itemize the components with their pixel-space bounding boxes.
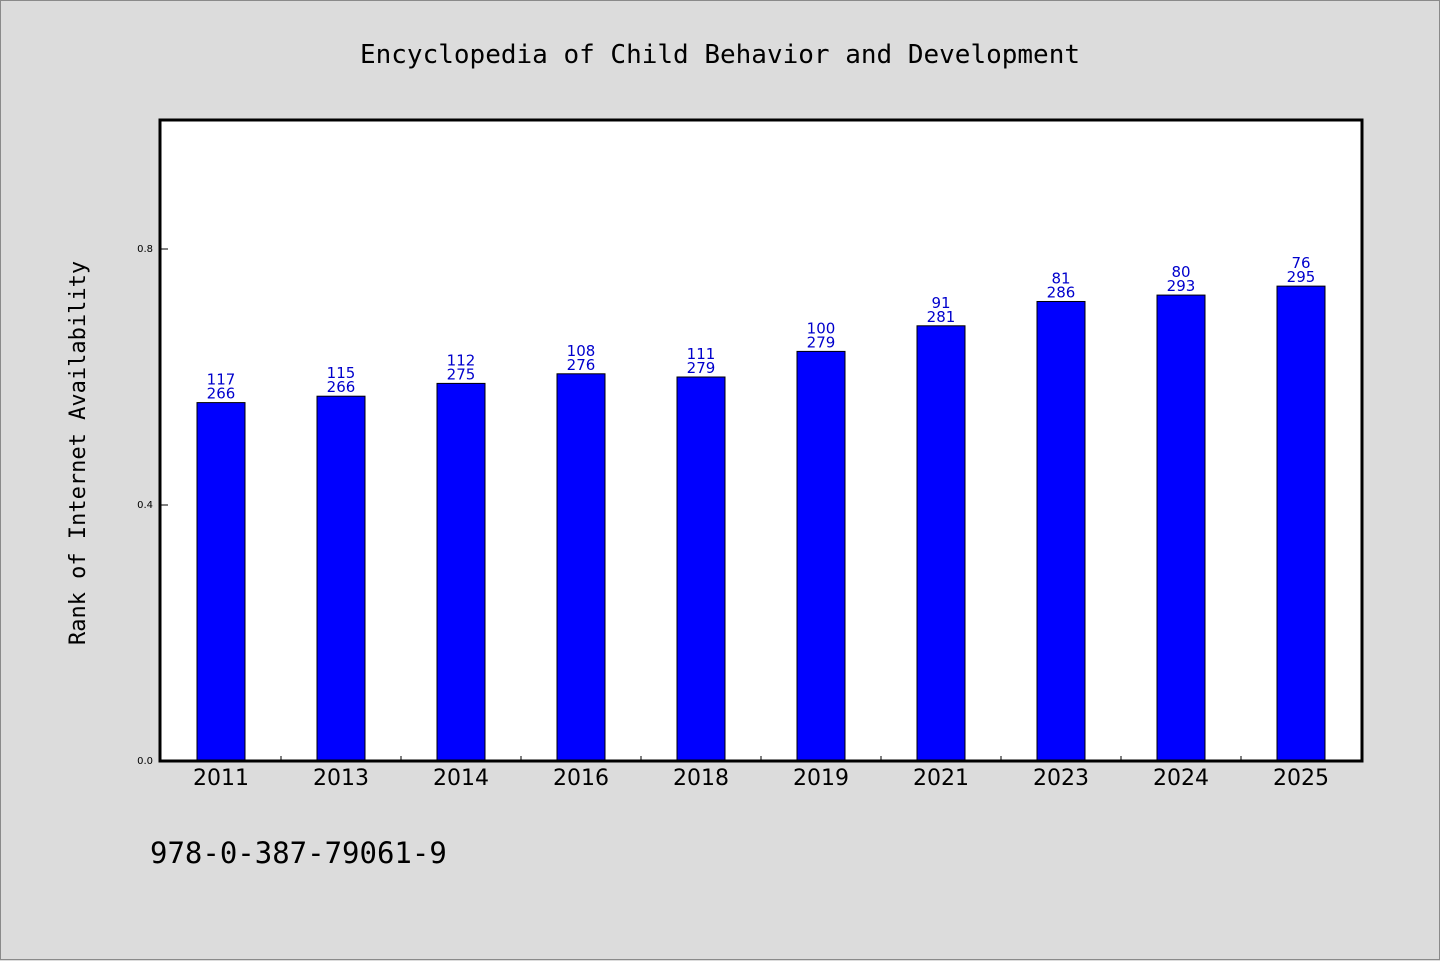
bar-label-bottom-2018: 279 [687,359,716,377]
bar-label-bottom-2016: 276 [567,356,596,374]
bar-label-bottom-2023: 286 [1047,283,1076,301]
axis-layer: 2011 2013 2014 2016 2018 2019 2021 2023 2024 2025… [137,244,1329,791]
bar-label-top-2024: 80 [1171,263,1190,281]
chart-title: Encyclopedia of Child Behavior and Devel… [360,40,1080,70]
y-axis-label: Rank of Internet Availability [66,261,91,645]
bar-label-bottom-2024: 293 [1167,277,1196,295]
bar-2013 [316,395,366,762]
bar-2024 [1156,294,1206,762]
bar-2021 [916,325,966,762]
bar-2011 [196,402,246,762]
x-tick-label-2014: 2014 [433,766,489,791]
bar-2023 [1036,300,1086,762]
bar-2016 [556,373,606,762]
bar-label-bottom-2021: 281 [927,308,956,326]
bar-label-bottom-2025: 295 [1287,268,1316,286]
plot-border [158,118,1364,763]
x-tick-label-2025: 2025 [1273,766,1329,791]
bar-label-top-2023: 81 [1051,269,1070,287]
x-tick-label-2019: 2019 [793,766,849,791]
bar-label-top-2014: 112 [447,351,476,369]
y-tick-label-0.8: 0.8 [137,244,153,255]
isbn-footer: 978-0-387-79061-9 [150,836,447,870]
bar-label-bottom-2019: 279 [807,333,836,351]
bar-2018 [676,376,726,762]
bar-label-top-2016: 108 [567,342,596,360]
x-tick-label-2013: 2013 [313,766,369,791]
x-tick-label-2023: 2023 [1033,766,1089,791]
y-tick-label-0.0: 0.0 [137,756,153,767]
bar-label-top-2025: 76 [1291,254,1310,272]
bar-2019 [796,350,846,762]
x-tick-label-2021: 2021 [913,766,969,791]
y-tick-label-0.4: 0.4 [137,500,153,511]
bars-layer [196,285,1326,762]
x-tick-label-2011: 2011 [193,766,249,791]
bar-labels-layer: 1172661152661122751082761112791002799128… [207,254,1316,402]
bar-2014 [436,382,486,762]
bar-2025 [1276,285,1326,762]
bar-label-top-2019: 100 [807,319,836,337]
bar-label-top-2018: 111 [687,345,716,363]
x-tick-label-2016: 2016 [553,766,609,791]
bar-label-top-2021: 91 [931,294,950,312]
x-tick-label-2018: 2018 [673,766,729,791]
x-tick-label-2024: 2024 [1153,766,1209,791]
bar-label-top-2013: 115 [327,364,356,382]
bar-label-bottom-2013: 266 [327,378,356,396]
bar-label-bottom-2011: 266 [207,385,236,403]
bar-label-bottom-2014: 275 [447,365,476,383]
bar-label-top-2011: 117 [207,371,236,389]
